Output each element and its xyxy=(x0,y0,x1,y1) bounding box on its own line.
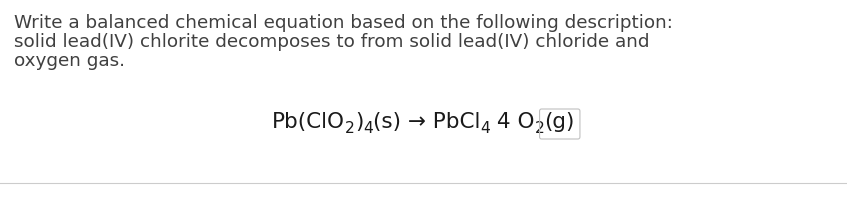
Text: ): ) xyxy=(355,112,363,132)
Text: (s) → PbCl: (s) → PbCl xyxy=(373,112,480,132)
Text: (g): (g) xyxy=(545,112,575,132)
Text: oxygen gas.: oxygen gas. xyxy=(14,52,125,70)
Text: 4 O: 4 O xyxy=(490,112,534,132)
Text: Pb(ClO: Pb(ClO xyxy=(272,112,345,132)
Text: Write a balanced chemical equation based on the following description:: Write a balanced chemical equation based… xyxy=(14,14,673,32)
Text: 4: 4 xyxy=(480,121,490,136)
Text: 2: 2 xyxy=(534,121,545,136)
Text: solid lead(IV) chlorite decomposes to from solid lead(IV) chloride and: solid lead(IV) chlorite decomposes to fr… xyxy=(14,33,650,51)
Text: 4: 4 xyxy=(363,121,373,136)
Text: 2: 2 xyxy=(345,121,355,136)
